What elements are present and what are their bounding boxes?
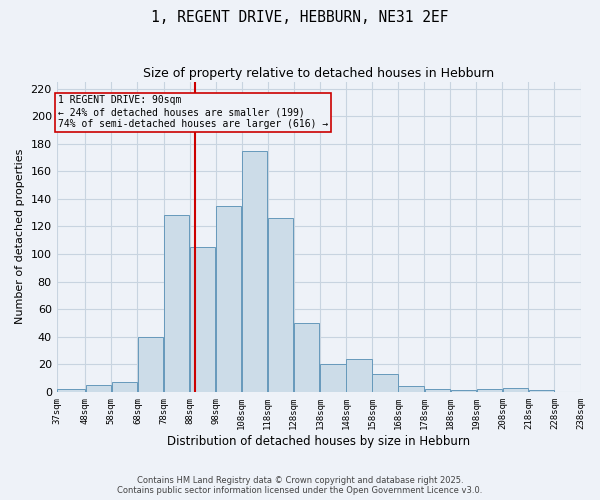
Bar [164, 216, 189, 392]
Bar [373, 374, 398, 392]
Bar [268, 218, 293, 392]
Bar [190, 247, 215, 392]
Bar [529, 390, 554, 392]
Text: Contains HM Land Registry data © Crown copyright and database right 2025.
Contai: Contains HM Land Registry data © Crown c… [118, 476, 482, 495]
Text: 1 REGENT DRIVE: 90sqm
← 24% of detached houses are smaller (199)
74% of semi-det: 1 REGENT DRIVE: 90sqm ← 24% of detached … [58, 96, 328, 128]
Bar [138, 336, 163, 392]
Bar [294, 323, 319, 392]
Bar [398, 386, 424, 392]
Title: Size of property relative to detached houses in Hebburn: Size of property relative to detached ho… [143, 68, 494, 80]
X-axis label: Distribution of detached houses by size in Hebburn: Distribution of detached houses by size … [167, 434, 470, 448]
Bar [57, 389, 85, 392]
Bar [476, 389, 502, 392]
Bar [320, 364, 346, 392]
Bar [216, 206, 241, 392]
Bar [86, 385, 111, 392]
Bar [112, 382, 137, 392]
Bar [242, 150, 268, 392]
Bar [451, 390, 476, 392]
Y-axis label: Number of detached properties: Number of detached properties [15, 149, 25, 324]
Bar [503, 388, 528, 392]
Bar [346, 358, 371, 392]
Bar [425, 389, 450, 392]
Text: 1, REGENT DRIVE, HEBBURN, NE31 2EF: 1, REGENT DRIVE, HEBBURN, NE31 2EF [151, 10, 449, 25]
